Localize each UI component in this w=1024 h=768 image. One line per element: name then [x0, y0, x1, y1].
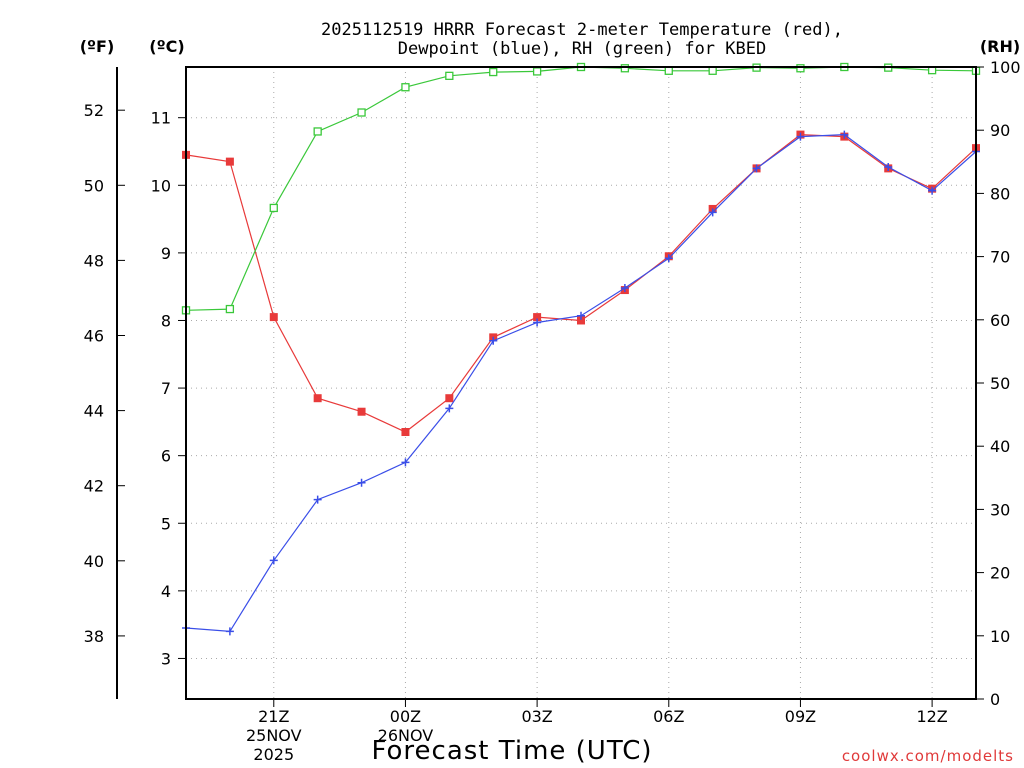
x-tick-label: 03Z [521, 707, 552, 726]
dewpoint-point [357, 478, 366, 487]
rh-point [489, 67, 498, 77]
x-tick-label: 25NOV [246, 726, 302, 745]
dewpoint-point [445, 404, 454, 413]
rh-point [357, 108, 366, 117]
dewpoint-point [577, 311, 585, 320]
fahrenheit-tick-label: 46 [84, 326, 104, 345]
rh-tick-label: 100 [990, 58, 1021, 77]
dewpoint-point [313, 495, 322, 504]
x-tick-label: 12Z [916, 707, 947, 726]
rh-line [185, 66, 977, 311]
celsius-tick-label: 5 [161, 514, 171, 533]
fahrenheit-tick-label: 44 [84, 402, 104, 421]
dewpoint-point [401, 458, 410, 467]
rh-tick-label: 10 [990, 627, 1010, 646]
x-tick-label: 06Z [653, 707, 684, 726]
x-tick-label: 2025 [253, 745, 294, 764]
axes-layer: 3 4 5 6 7 8 9 10 11 38 40 42 44 46 48 50 52 0 10 20 30 40 50 60… [84, 58, 1021, 764]
fahrenheit-tick-label: 48 [84, 251, 104, 270]
temperature-point [533, 313, 542, 322]
rh-point [445, 71, 454, 80]
temperature-point [225, 157, 234, 166]
temperature-point [269, 313, 278, 322]
chart-subtitle: Dewpoint (blue), RH (green) for KBED [398, 39, 766, 59]
celsius-unit-label: (ºC) [149, 37, 184, 56]
chart-title: 2025112519 HRRR Forecast 2-meter Tempera… [321, 20, 843, 40]
rh-tick-label: 70 [990, 248, 1010, 267]
dewpoint-point [620, 284, 629, 293]
rh-tick-label: 80 [990, 184, 1010, 203]
rh-tick-label: 20 [990, 564, 1010, 583]
fahrenheit-tick-label: 50 [84, 176, 104, 195]
celsius-tick-label: 4 [161, 582, 171, 601]
rh-tick-label: 50 [990, 374, 1010, 393]
rh-unit-label: (RH) [980, 37, 1020, 56]
celsius-tick-label: 7 [161, 379, 171, 398]
x-tick-label: 21Z [258, 707, 289, 726]
rh-tick-label: 30 [990, 500, 1010, 519]
dewpoint-point [533, 318, 542, 327]
dewpoint-point [708, 208, 717, 217]
rh-point [313, 127, 322, 136]
rh-point [796, 64, 805, 73]
fahrenheit-tick-label: 38 [84, 627, 104, 646]
celsius-tick-label: 10 [151, 176, 171, 195]
rh-point [225, 304, 235, 314]
rh-point [401, 83, 410, 92]
rh-tick-label: 0 [990, 690, 1000, 709]
dewpoint-point [840, 130, 849, 139]
fahrenheit-tick-label: 52 [84, 101, 104, 120]
dewpoint-point [664, 254, 673, 263]
plot-frame [185, 66, 977, 700]
rh-point [620, 64, 630, 73]
celsius-tick-label: 6 [161, 447, 171, 466]
dewpoint-point [269, 556, 278, 565]
temperature-point [313, 394, 322, 403]
fahrenheit-tick-label: 42 [84, 477, 104, 496]
celsius-tick-label: 11 [151, 109, 171, 128]
temperature-point [445, 394, 454, 403]
dewpoint-point [928, 186, 937, 195]
x-tick-label: 09Z [785, 707, 816, 726]
rh-point [532, 67, 542, 76]
temperature-line [185, 133, 977, 433]
x-tick-label: 00Z [390, 707, 421, 726]
fahrenheit-tick-label: 40 [84, 552, 104, 571]
series-layer [181, 62, 981, 636]
dewpoint-point [489, 336, 498, 345]
temperature-point [357, 407, 366, 416]
celsius-tick-label: 3 [161, 649, 171, 668]
celsius-tick-label: 9 [161, 244, 171, 263]
x-tick-label: 26NOV [378, 726, 434, 745]
temperature-point [577, 316, 585, 325]
rh-point [269, 203, 278, 213]
rh-tick-label: 40 [990, 437, 1010, 456]
fahrenheit-unit-label: (ºF) [80, 37, 115, 56]
dewpoint-line [185, 133, 977, 633]
temperature-point [401, 428, 410, 437]
rh-point [708, 66, 717, 75]
credit-text: coolwx.com/modelts [842, 747, 1014, 765]
rh-tick-label: 90 [990, 121, 1010, 140]
rh-point [664, 66, 673, 75]
dewpoint-point [884, 163, 893, 172]
dewpoint-point [796, 132, 805, 141]
rh-tick-label: 60 [990, 311, 1010, 330]
dewpoint-point [225, 627, 234, 636]
dewpoint-point [752, 164, 761, 173]
celsius-tick-label: 8 [161, 311, 171, 330]
gridlines [186, 67, 976, 699]
x-axis-title: Forecast Time (UTC) [371, 736, 652, 766]
